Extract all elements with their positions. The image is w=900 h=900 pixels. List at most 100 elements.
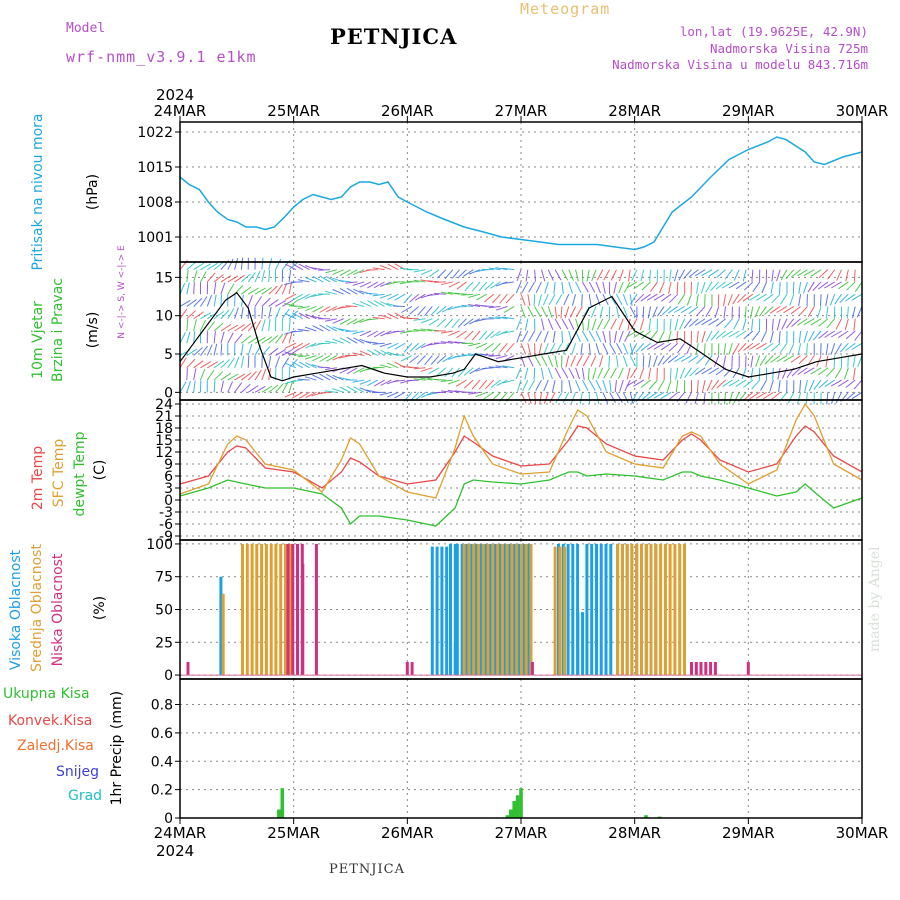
- wind-arrow: [554, 367, 562, 379]
- wind-arrow: [796, 269, 808, 277]
- wind-arrow: [387, 263, 399, 271]
- y-tick-label: 24: [155, 397, 173, 413]
- wind-arrow: [325, 306, 338, 313]
- wind-arrow: [520, 392, 527, 404]
- wind-arrow: [680, 306, 692, 314]
- wind-arrow: [628, 269, 631, 282]
- model-name: wrf-nmm_v3.9.1 e1km: [66, 48, 257, 66]
- wind-arrow: [779, 342, 788, 354]
- wind-arrow: [727, 294, 733, 306]
- wind-arrow: [359, 281, 372, 288]
- wind-arrow: [444, 318, 454, 329]
- wind-arrow: [281, 332, 289, 344]
- cloud-bar: [581, 612, 585, 675]
- wind-arrow: [365, 292, 378, 295]
- wind-arrow: [261, 306, 264, 319]
- wind-arrow: [372, 366, 385, 369]
- wind-arrow: [346, 269, 358, 276]
- wind-arrow: [626, 330, 638, 338]
- wind-arrow: [440, 341, 453, 344]
- wind-arrow: [717, 294, 720, 307]
- wind-arrow: [427, 342, 440, 346]
- wind-arrow: [667, 306, 679, 314]
- cloud-bar: [489, 543, 493, 675]
- wind-arrow: [597, 367, 604, 379]
- wind-arrow: [420, 377, 433, 381]
- wind-arrow: [723, 294, 727, 307]
- wind-arrow: [622, 294, 628, 306]
- wind-arrow: [394, 293, 406, 301]
- wind-arrow: [495, 305, 508, 311]
- wind-arrow: [476, 293, 488, 301]
- wind-arrow: [618, 367, 624, 379]
- x-tick-label-top: 29MAR: [722, 102, 775, 120]
- wind-arrow: [653, 342, 665, 350]
- wind-arrow: [220, 359, 230, 369]
- wind-arrow: [749, 306, 754, 319]
- wind-arrow: [281, 282, 288, 295]
- wind-arrow: [595, 343, 600, 355]
- wind-arrow: [629, 294, 633, 307]
- wind-arrow: [754, 306, 761, 318]
- wind-arrow: [227, 324, 239, 332]
- wind-arrow: [393, 379, 406, 383]
- cloud-bar: [515, 543, 519, 675]
- wind-arrow: [749, 391, 760, 400]
- wind-arrow: [723, 343, 727, 356]
- wind-arrow: [179, 332, 186, 344]
- wind-arrow: [724, 318, 733, 329]
- wind-arrow: [401, 306, 413, 313]
- wind-arrow: [680, 355, 692, 363]
- wind-arrow: [387, 313, 399, 320]
- wind-arrow: [581, 367, 585, 380]
- wind-arrow: [626, 379, 638, 387]
- wind-arrow: [834, 367, 842, 379]
- cloud-bar: [571, 543, 575, 675]
- wind-arrow: [590, 355, 597, 367]
- wind-arrow: [846, 281, 856, 291]
- wind-arrow: [516, 330, 522, 343]
- wind-arrow: [609, 330, 611, 344]
- wind-arrow: [325, 290, 337, 295]
- wind-arrow: [227, 381, 234, 393]
- wind-arrow: [304, 326, 317, 332]
- wind-arrow: [481, 367, 494, 370]
- wind-arrow: [305, 305, 317, 312]
- wind-arrow: [743, 330, 754, 340]
- wind-arrow: [457, 269, 467, 279]
- cloud-bar: [474, 543, 478, 675]
- wind-arrow: [635, 342, 645, 353]
- wind-arrow: [380, 349, 392, 356]
- precip-bar: [280, 788, 285, 818]
- wind-arrow: [436, 306, 447, 315]
- wind-arrow: [684, 367, 692, 378]
- wind-arrow: [468, 391, 481, 395]
- wind-arrow: [569, 306, 577, 318]
- wind-arrow: [722, 330, 733, 338]
- wind-arrow: [674, 318, 679, 331]
- wind-arrow: [742, 293, 754, 302]
- wind-arrow: [696, 330, 699, 343]
- wind-arrow: [564, 306, 570, 319]
- wind-arrow: [534, 306, 542, 318]
- wind-arrow: [827, 269, 836, 280]
- wind-arrow: [338, 328, 351, 332]
- wind-arrow: [380, 265, 392, 271]
- cloud-bar: [498, 543, 502, 675]
- wind-arrow: [478, 330, 488, 341]
- wind-arrow: [359, 338, 372, 344]
- wind-arrow: [592, 367, 597, 380]
- wind-arrow: [764, 355, 774, 365]
- cloud-bar: [620, 543, 624, 675]
- wind-arrow: [442, 355, 454, 363]
- y-tick-label: 15: [155, 433, 173, 449]
- wind-arrow: [666, 379, 672, 392]
- wind-arrow: [648, 355, 652, 368]
- model-label: Model: [66, 21, 106, 36]
- wind-arrow: [769, 306, 781, 314]
- wind-arrow: [570, 392, 577, 404]
- precip-bar: [519, 788, 523, 818]
- y-tick-label: 50: [155, 603, 173, 619]
- cloud-bar: [513, 543, 517, 675]
- cloud-bar: [255, 543, 259, 675]
